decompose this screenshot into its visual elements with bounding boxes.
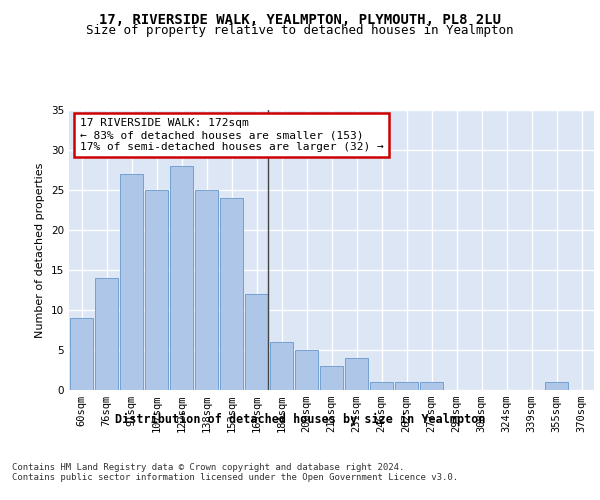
Bar bbox=[145, 190, 168, 390]
Bar bbox=[345, 358, 368, 390]
Bar bbox=[270, 342, 293, 390]
Bar bbox=[245, 294, 268, 390]
Bar bbox=[195, 190, 218, 390]
Text: 17 RIVERSIDE WALK: 172sqm
← 83% of detached houses are smaller (153)
17% of semi: 17 RIVERSIDE WALK: 172sqm ← 83% of detac… bbox=[79, 118, 383, 152]
Bar bbox=[395, 382, 418, 390]
Bar bbox=[295, 350, 318, 390]
Y-axis label: Number of detached properties: Number of detached properties bbox=[35, 162, 46, 338]
Text: Contains HM Land Registry data © Crown copyright and database right 2024.
Contai: Contains HM Land Registry data © Crown c… bbox=[12, 462, 458, 482]
Bar bbox=[545, 382, 568, 390]
Bar bbox=[220, 198, 243, 390]
Bar bbox=[420, 382, 443, 390]
Text: Distribution of detached houses by size in Yealmpton: Distribution of detached houses by size … bbox=[115, 412, 485, 426]
Text: 17, RIVERSIDE WALK, YEALMPTON, PLYMOUTH, PL8 2LU: 17, RIVERSIDE WALK, YEALMPTON, PLYMOUTH,… bbox=[99, 12, 501, 26]
Bar bbox=[70, 318, 93, 390]
Bar bbox=[370, 382, 393, 390]
Bar bbox=[120, 174, 143, 390]
Bar bbox=[320, 366, 343, 390]
Bar bbox=[95, 278, 118, 390]
Bar bbox=[170, 166, 193, 390]
Text: Size of property relative to detached houses in Yealmpton: Size of property relative to detached ho… bbox=[86, 24, 514, 37]
